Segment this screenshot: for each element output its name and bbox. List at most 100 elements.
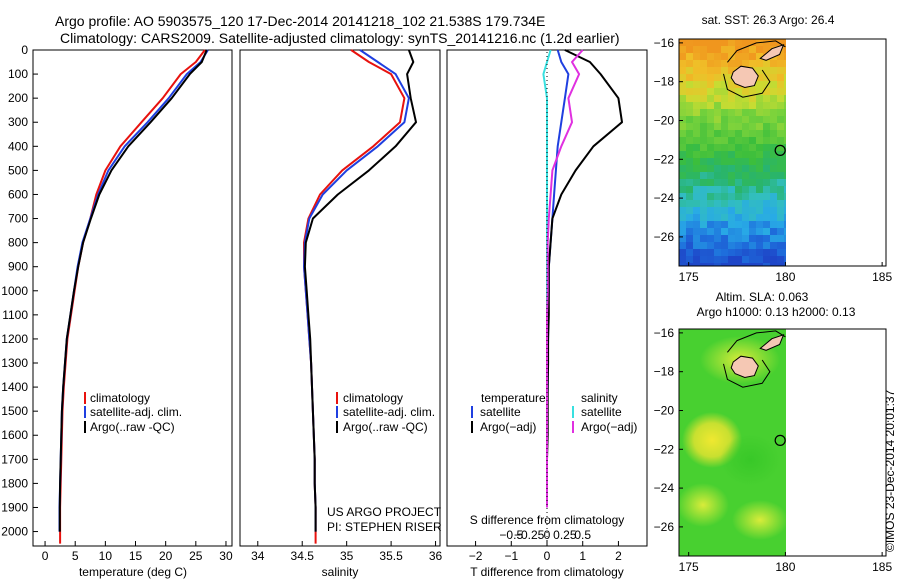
sst-cell [714, 221, 721, 228]
sst-cell [784, 193, 786, 200]
sst-cell [714, 207, 721, 214]
series-line-t-argo [546, 49, 623, 508]
sst-cell [742, 263, 749, 266]
sst-cell [728, 179, 735, 186]
difference-bottom-x-label: T difference from climatology [470, 565, 624, 579]
sst-cell [707, 249, 714, 256]
top-x-tick-label: 0.25 [553, 528, 577, 542]
sst-cell [777, 179, 784, 186]
x-tick-label: 35 [340, 549, 354, 563]
sst-cell [756, 221, 763, 228]
sst-cell [763, 249, 770, 256]
island-viti-levu [730, 65, 759, 89]
sst-cell [735, 102, 742, 109]
sst-cell [770, 88, 777, 95]
sst-cell [749, 249, 756, 256]
sst-cell [714, 46, 721, 53]
sst-cell [777, 74, 784, 81]
temperature-plot-frame [32, 49, 233, 547]
sst-cell [763, 39, 770, 46]
sst-cell [756, 172, 763, 179]
sst-cell [693, 123, 700, 130]
sst-cell [742, 116, 749, 123]
sst-cell [777, 221, 784, 228]
sst-cell [686, 200, 693, 207]
sst-cell [749, 123, 756, 130]
sst-cell [749, 116, 756, 123]
sst-cell [763, 95, 770, 102]
sst-cell [735, 235, 742, 242]
sst-cell [728, 123, 735, 130]
sst-cell [784, 172, 786, 179]
sst-cell [756, 53, 763, 60]
sst-cell [756, 137, 763, 144]
sst-cell [693, 200, 700, 207]
salinity-plot-frame [239, 49, 441, 547]
y-tick-label: 500 [8, 163, 28, 177]
sst-cell [707, 193, 714, 200]
sst-cell [749, 193, 756, 200]
sst-cell [756, 256, 763, 263]
sst-cell [756, 200, 763, 207]
legend-label-climatology: climatology [343, 391, 403, 405]
sst-cell [756, 151, 763, 158]
sst-cell [784, 130, 786, 137]
sst-cell [742, 95, 749, 102]
sst-cell [735, 116, 742, 123]
sst-cell [777, 137, 784, 144]
sst-cell [714, 53, 721, 60]
sst-cell [728, 193, 735, 200]
sst-cell [721, 81, 728, 88]
sst-cell [763, 74, 770, 81]
sst-cell [700, 102, 707, 109]
sst-cell [714, 193, 721, 200]
sst-cell [742, 228, 749, 235]
sst-cell [763, 186, 770, 193]
sst-heatmap [679, 39, 786, 266]
sst-cell [777, 95, 784, 102]
legend-label-climatology: climatology [90, 391, 150, 405]
sst-cell [728, 186, 735, 193]
sst-cell [714, 39, 721, 46]
sst-cell [679, 144, 686, 151]
sst-cell [714, 74, 721, 81]
sst-cell [700, 165, 707, 172]
y-tick-label: 1400 [1, 380, 28, 394]
sst-cell [714, 235, 721, 242]
sst-cell [707, 88, 714, 95]
sst-cell [756, 249, 763, 256]
sst-cell [784, 228, 786, 235]
sst-cell [742, 200, 749, 207]
sst-cell [777, 193, 784, 200]
sst-cell [679, 81, 686, 88]
sst-cell [728, 228, 735, 235]
sst-cell [784, 95, 786, 102]
sst-cell [679, 74, 686, 81]
sst-cell [714, 60, 721, 67]
sst-cell [714, 256, 721, 263]
legend-label-t-satellite: satellite [480, 405, 521, 419]
sst-cell [700, 200, 707, 207]
sst-cell [714, 165, 721, 172]
sst-cell [756, 102, 763, 109]
sst-cell [784, 179, 786, 186]
x-tick-label: −2 [469, 549, 483, 563]
sst-cell [679, 88, 686, 95]
sst-cell [686, 102, 693, 109]
sst-cell [742, 172, 749, 179]
sst-cell [728, 144, 735, 151]
sst-cell [770, 109, 777, 116]
sla-map-axes: 175 180 185 −16 −18 −20 −22 −24 −26 [654, 326, 893, 574]
sst-cell [770, 137, 777, 144]
sst-cell [763, 88, 770, 95]
sst-cell [728, 242, 735, 249]
sst-cell [700, 67, 707, 74]
x-tick-label: −1 [504, 549, 518, 563]
sst-cell [742, 179, 749, 186]
sst-cell [742, 214, 749, 221]
sst-cell [763, 256, 770, 263]
sst-cell [749, 158, 756, 165]
sst-cell [735, 53, 742, 60]
sst-cell [742, 144, 749, 151]
sst-cell [700, 81, 707, 88]
